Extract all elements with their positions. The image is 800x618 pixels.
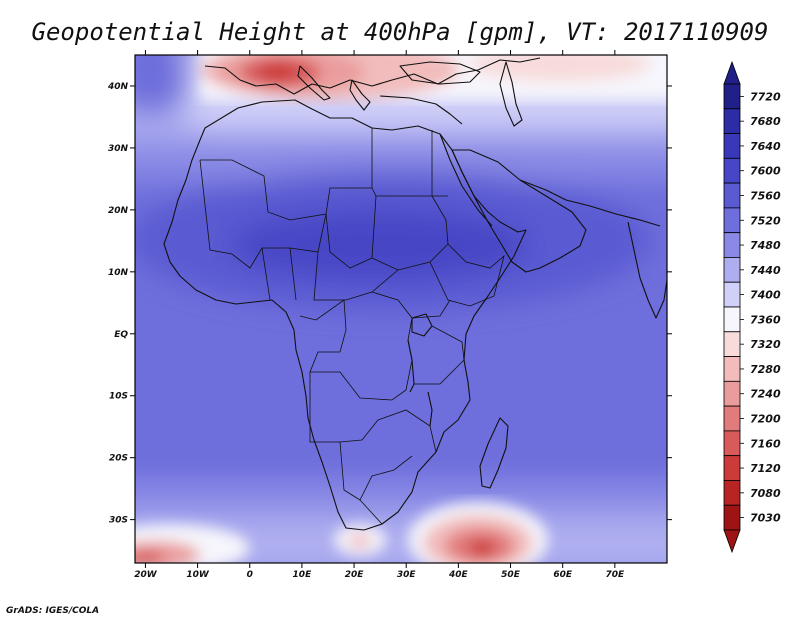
colorbar-swatch (723, 331, 741, 357)
colorbar-swatch (723, 157, 741, 184)
arabia-coastline (451, 149, 587, 273)
colorbar-label: 7240 (750, 388, 781, 401)
turkey-coast (379, 95, 463, 125)
political-borders (199, 128, 505, 525)
colorbar-label: 7030 (750, 512, 781, 525)
lake-malawi (427, 391, 433, 427)
colorbar-label: 7400 (750, 289, 781, 302)
africa-coastline (163, 99, 527, 531)
border-sahara-north (200, 159, 432, 221)
black-sea (399, 61, 481, 85)
border-central (261, 247, 399, 301)
colorbar-swatch (723, 480, 741, 506)
colorbar-label: 7080 (750, 487, 781, 500)
madagascar (479, 417, 509, 489)
trough-north-center (260, 63, 296, 81)
lon-label: 20W (134, 570, 158, 580)
lon-label: 40E (448, 570, 469, 580)
lat-label: EQ (114, 330, 128, 340)
field-northwest-dark (135, 55, 190, 115)
colorbar-swatch (723, 455, 741, 481)
colorbar-swatch (723, 133, 741, 159)
colorbar-swatch (723, 182, 741, 209)
colorbar-label: 7440 (750, 264, 781, 277)
low-cape-pink (348, 534, 372, 548)
lon-label: 50E (501, 570, 521, 580)
lake-victoria (411, 313, 433, 337)
lon-label: 30E (397, 570, 417, 580)
colorbar-swatch (723, 430, 741, 457)
colorbar-label: 7120 (750, 462, 781, 475)
plot-frame (134, 54, 668, 564)
lon-label: 10E (293, 570, 313, 580)
coastlines (163, 57, 667, 531)
colorbar-swatch (723, 306, 741, 333)
lat-label: 10N (108, 268, 129, 278)
colorbar-label: 7200 (750, 413, 781, 426)
colorbar-bottom-arrow (723, 529, 741, 554)
colorbar-swatch (723, 504, 741, 531)
lat-label: 20S (109, 454, 128, 464)
lat-label: 20N (108, 206, 129, 216)
colorbar-label: 7280 (750, 363, 781, 376)
field-sahel-dark (230, 210, 530, 280)
colorbar-swatch (723, 108, 741, 134)
border-chad-sudan (325, 195, 377, 269)
map-title: Geopotential Height at 400hPa [gpm], VT:… (32, 18, 769, 46)
colorbar-label: 7480 (750, 239, 781, 252)
low-south-west-core (135, 551, 165, 563)
europe-coastline (204, 57, 541, 95)
latitude-axis: 40N 30N 20N 10N EQ 10S 20S 30S (107, 82, 672, 526)
colorbar-label: 7360 (750, 313, 781, 326)
border-southern (339, 441, 413, 525)
colorbar-swatch (723, 356, 741, 382)
border-south-central (309, 372, 437, 453)
colorbar-swatch (723, 83, 741, 110)
lat-label: 30N (108, 144, 129, 154)
greece (349, 79, 371, 111)
colorbar: 7720 7680 7640 7600 7560 7520 7480 7440 7400 7360… (723, 60, 781, 554)
colorbar-top-arrow (723, 60, 741, 85)
grads-credit: GrADS: IGES/COLA (6, 606, 99, 616)
border-west-africa (199, 159, 327, 269)
india-coastline (627, 221, 667, 319)
lon-label: 70E (605, 570, 625, 580)
colorbar-swatch (723, 207, 741, 234)
lon-label: 60E (553, 570, 573, 580)
colorbar-swatch (723, 281, 741, 308)
border-east (411, 299, 465, 385)
border-ethiopia (429, 243, 505, 307)
lon-label: 20E (345, 570, 365, 580)
border-congo (299, 291, 413, 401)
colorbar-label: 7600 (750, 165, 781, 178)
colorbar-swatch (723, 380, 741, 407)
colorbar-swatch (723, 257, 741, 283)
trough-north-pink-e (470, 55, 650, 82)
border-sudan-south (371, 195, 449, 271)
lat-label: 30S (109, 516, 128, 526)
height-field (135, 55, 667, 563)
colorbar-label: 7320 (750, 338, 781, 351)
colorbar-label: 7160 (750, 437, 781, 450)
lon-label: 0 (247, 570, 253, 580)
lat-label: 40N (107, 82, 129, 92)
colorbar-label: 7680 (750, 115, 781, 128)
colorbar-label: 7520 (750, 214, 781, 227)
caspian-sea (499, 61, 523, 127)
lon-label: 10W (186, 570, 210, 580)
iran-coastline (519, 179, 661, 227)
low-south-east-core (468, 540, 496, 556)
colorbar-swatch (723, 405, 741, 432)
colorbar-swatch (723, 232, 741, 258)
colorbar-label: 7640 (750, 140, 781, 153)
longitude-axis: 20W 10W 0 10E 20E 30E 40E 50E 60E 70E (134, 50, 625, 580)
colorbar-label: 7560 (750, 190, 781, 203)
lat-label: 10S (109, 392, 128, 402)
red-sea (439, 133, 493, 227)
colorbar-label: 7720 (750, 90, 781, 103)
italy (297, 65, 331, 101)
